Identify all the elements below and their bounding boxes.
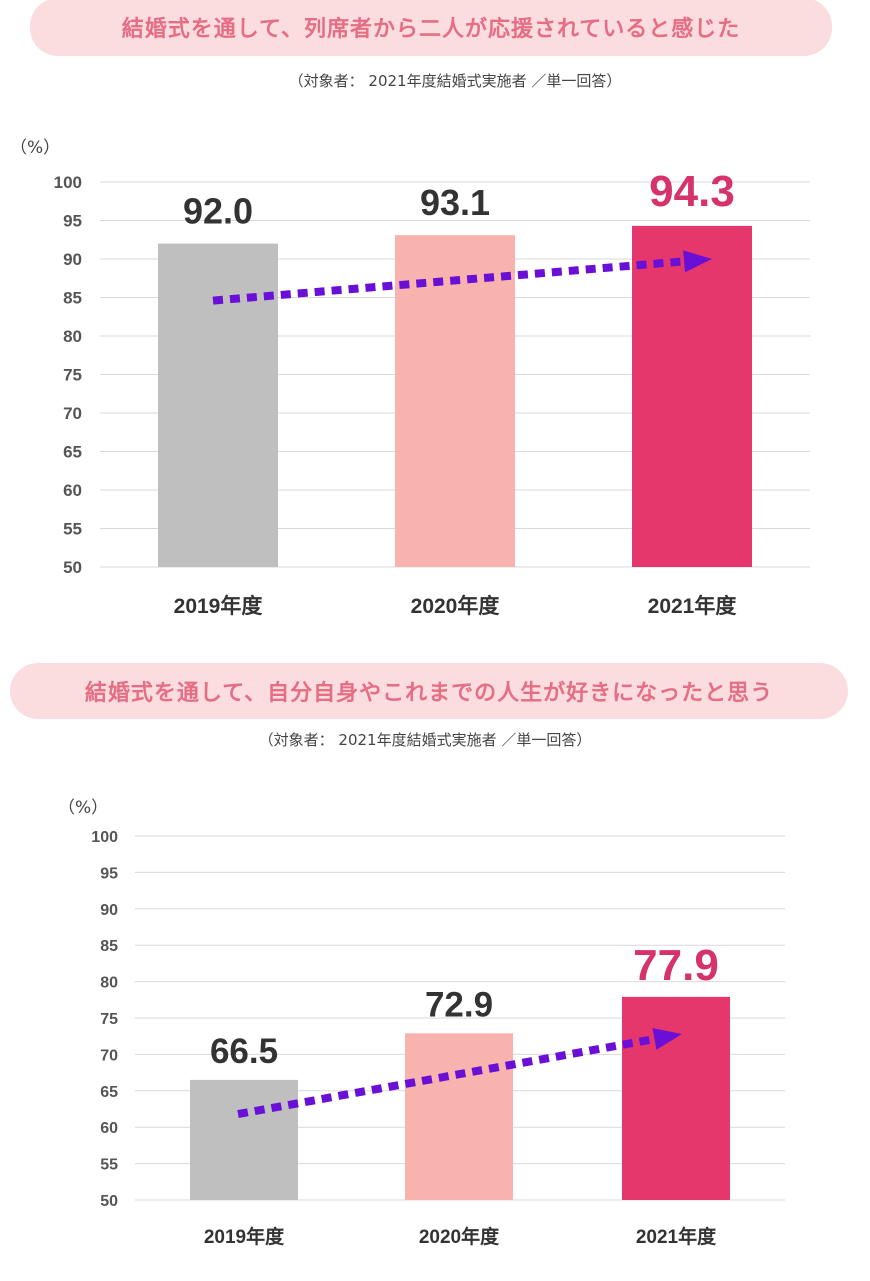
y-tick-label: 55 <box>100 1157 118 1174</box>
data-label: 94.3 <box>649 167 735 216</box>
y-tick-label: 75 <box>63 366 82 385</box>
y-tick-label: 65 <box>100 1084 118 1101</box>
data-label: 77.9 <box>633 941 719 990</box>
y-tick-label: 60 <box>63 481 82 500</box>
chart2-title: 結婚式を通して、自分自身やこれまでの人生が好きになったと思う <box>84 681 774 706</box>
y-tick-label: 60 <box>100 1120 118 1137</box>
x-category-label: 2019年度 <box>204 1225 285 1248</box>
y-tick-label: 75 <box>100 1011 118 1028</box>
bar-2020年度 <box>395 235 515 567</box>
y-tick-label: 95 <box>63 212 82 231</box>
bar-2021年度 <box>622 996 730 1200</box>
trend-arrow-head <box>683 250 712 273</box>
x-category-label: 2020年度 <box>419 1225 500 1248</box>
chart2-title-banner: 結婚式を通して、自分自身やこれまでの人生が好きになったと思う <box>10 663 848 719</box>
y-tick-label: 85 <box>100 938 118 955</box>
y-tick-label: 70 <box>100 1047 118 1064</box>
y-tick-label: 85 <box>63 289 82 308</box>
y-tick-label: 80 <box>63 327 82 346</box>
y-tick-label: 50 <box>100 1193 118 1210</box>
bar-2019年度 <box>190 1079 298 1200</box>
chart1-title: 結婚式を通して、列席者から二人が応援されていると感じた <box>121 17 741 42</box>
trend-arrow-line <box>212 256 691 305</box>
bar-2021年度 <box>632 225 752 567</box>
data-label: 72.9 <box>425 985 493 1024</box>
data-label: 93.1 <box>420 182 490 223</box>
y-tick-label: 65 <box>63 443 82 462</box>
y-tick-label: 90 <box>63 250 82 269</box>
chart1-subtitle: （対象者： 2021年度結婚式実施者 ／単一回答） <box>288 72 622 90</box>
x-category-label: 2020年度 <box>411 594 500 618</box>
trend-arrow-head <box>652 1028 682 1050</box>
y-tick-label: 90 <box>100 902 118 919</box>
chart2-subtitle: （対象者： 2021年度結婚式実施者 ／単一回答） <box>258 731 592 749</box>
data-label: 66.5 <box>210 1032 278 1071</box>
chart1-plot: 100 95 90 85 80 75 70 65 60 55 50 92.0 2019年度 93.1 202… <box>54 167 810 618</box>
x-category-label: 2019年度 <box>174 594 263 618</box>
y-tick-label: 95 <box>100 865 118 882</box>
chart2-y-unit: （%） <box>58 798 109 818</box>
chart1-y-unit: （%） <box>10 138 61 158</box>
bar-2020年度 <box>405 1033 513 1200</box>
x-category-label: 2021年度 <box>648 594 737 618</box>
y-tick-label: 100 <box>91 829 118 846</box>
data-label: 92.0 <box>183 191 253 232</box>
y-tick-label: 100 <box>54 173 82 192</box>
trend-arrow-line <box>237 1034 661 1119</box>
chart1-title-banner: 結婚式を通して、列席者から二人が応援されていると感じた <box>30 0 832 56</box>
y-tick-label: 80 <box>100 975 118 992</box>
y-tick-label: 50 <box>63 558 82 577</box>
y-tick-label: 70 <box>63 404 82 423</box>
y-tick-label: 55 <box>63 520 82 539</box>
x-category-label: 2021年度 <box>636 1225 717 1248</box>
